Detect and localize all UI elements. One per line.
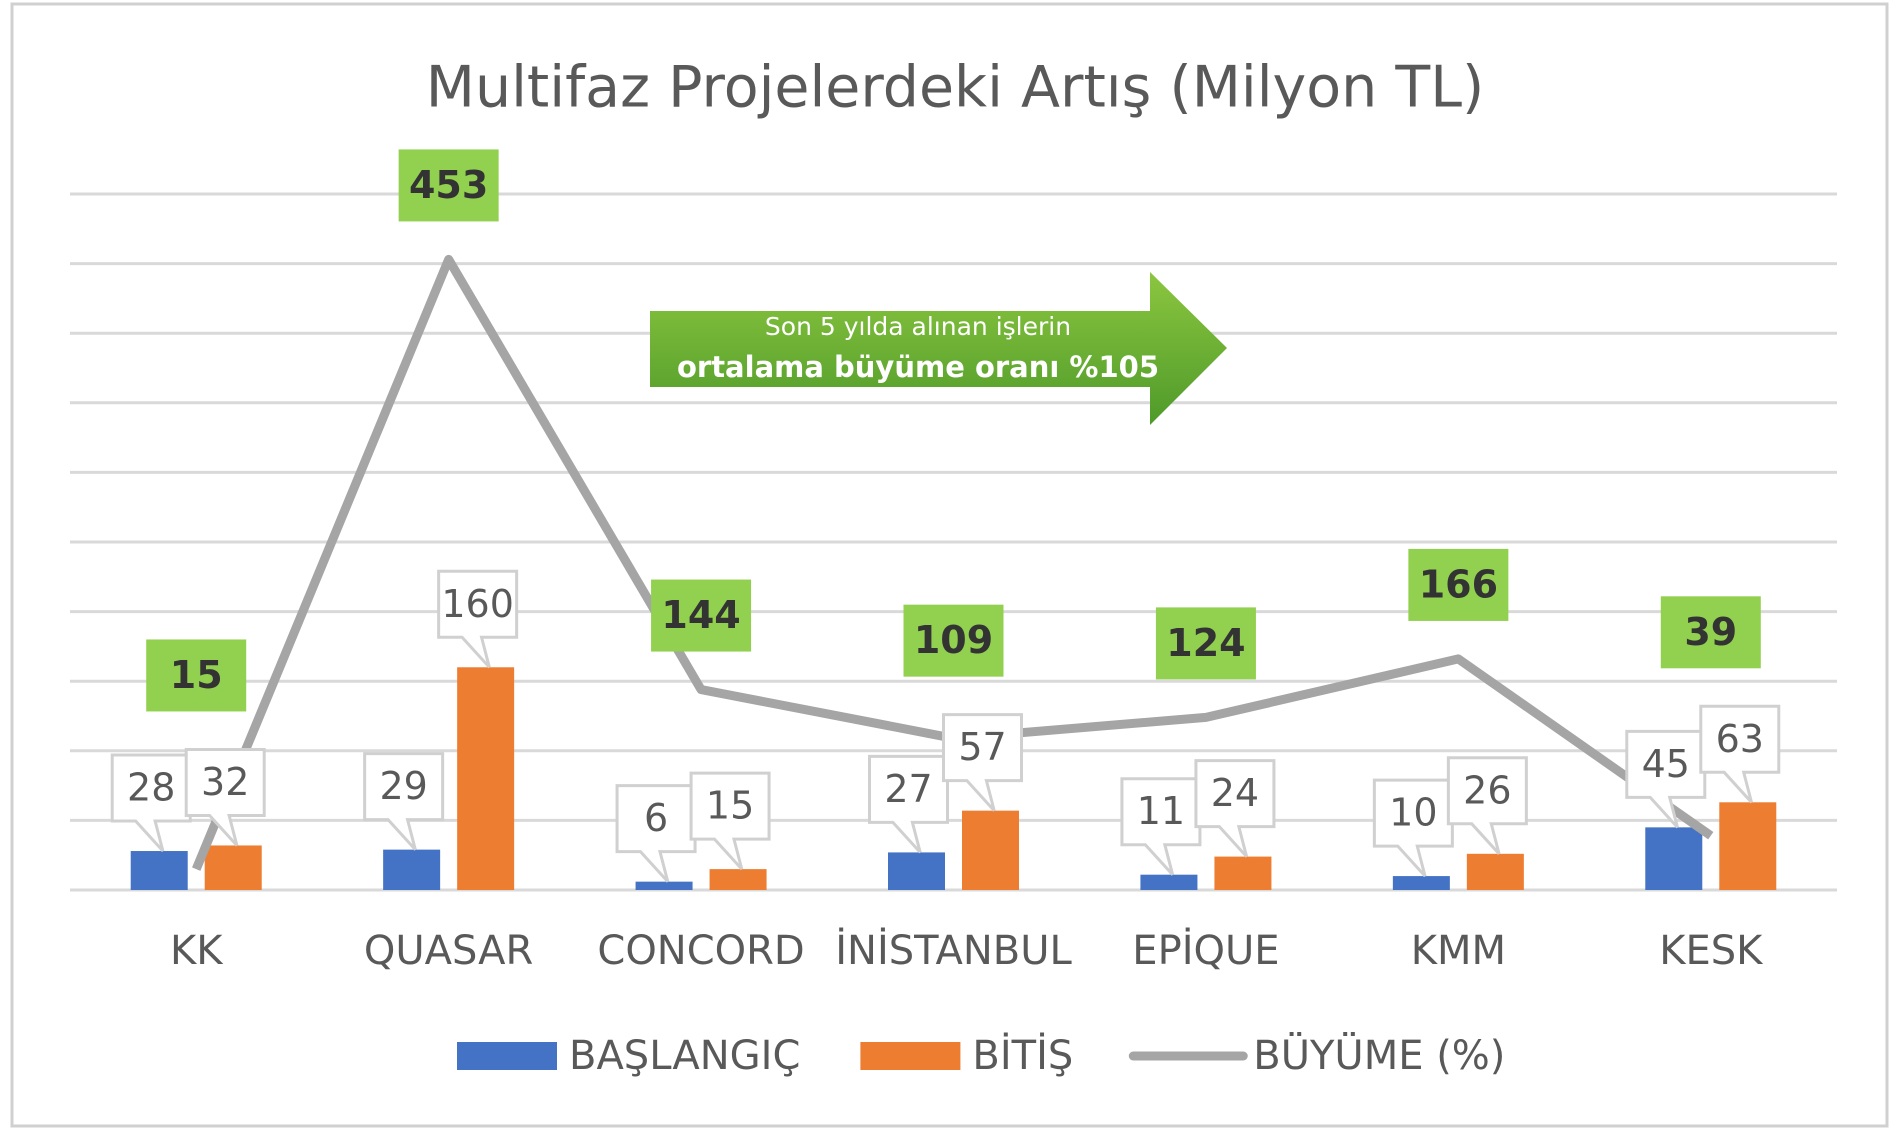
data-label: 109 <box>914 618 993 662</box>
annotation-arrow <box>650 272 1227 425</box>
data-label: 45 <box>1642 742 1690 786</box>
data-label-box <box>903 604 1004 677</box>
data-label: 57 <box>958 725 1006 769</box>
x-tick-label: EPİQUE <box>1132 926 1279 974</box>
data-label-box <box>1194 759 1276 858</box>
legend-label: BAŞLANGIÇ <box>569 1033 800 1079</box>
data-label-box <box>184 747 266 847</box>
x-tick-label: KESK <box>1659 928 1764 974</box>
bar <box>1392 876 1450 890</box>
data-label: 32 <box>201 760 249 804</box>
data-label-box <box>1660 596 1761 669</box>
chart-title: Multifaz Projelerdeki Artış (Milyon TL) <box>426 55 1484 121</box>
data-label-box <box>689 771 771 871</box>
data-label: 166 <box>1419 562 1498 606</box>
data-label-box <box>1446 756 1528 855</box>
bar <box>204 845 262 890</box>
data-label: 124 <box>1166 621 1245 665</box>
annotation: Son 5 yılda alınan işlerin <box>765 312 1071 341</box>
bar <box>130 851 188 890</box>
bar <box>1466 853 1524 890</box>
data-label-box <box>1699 704 1781 804</box>
bar <box>383 849 441 890</box>
legend-swatch <box>457 1042 557 1070</box>
data-label: 160 <box>441 582 514 626</box>
data-label-box <box>942 713 1023 812</box>
bar <box>1719 802 1777 890</box>
bar <box>888 852 945 890</box>
bar <box>635 881 693 890</box>
legend-swatch <box>860 1042 961 1070</box>
bar <box>962 810 1019 890</box>
data-label: 144 <box>661 593 740 637</box>
x-tick-label: QUASAR <box>364 928 533 974</box>
data-label: 26 <box>1463 768 1511 812</box>
legend-label: BİTİŞ <box>972 1031 1073 1079</box>
data-label: 24 <box>1211 771 1259 815</box>
data-label-box <box>1408 548 1509 621</box>
data-label: 39 <box>1684 610 1737 654</box>
data-label-box <box>437 569 519 669</box>
data-label: 11 <box>1137 789 1185 833</box>
data-label-box <box>146 639 247 712</box>
bar <box>1645 827 1703 890</box>
data-label-box <box>398 149 499 222</box>
data-label: 453 <box>409 163 488 207</box>
data-label: 10 <box>1389 791 1437 835</box>
data-label: 63 <box>1716 717 1764 761</box>
x-tick-label: İNİSTANBUL <box>835 926 1072 974</box>
x-tick-label: CONCORD <box>597 928 804 974</box>
data-label: 6 <box>644 796 668 840</box>
data-label: 29 <box>379 764 427 808</box>
data-label: 15 <box>170 653 223 697</box>
x-tick-label: KMM <box>1411 928 1506 974</box>
bar <box>457 667 515 890</box>
x-tick-label: KK <box>170 928 224 974</box>
data-label-box <box>651 579 752 652</box>
bar <box>1214 856 1272 890</box>
annotation: ortalama büyüme oranı %105 <box>677 350 1159 384</box>
data-label: 28 <box>127 766 175 810</box>
data-label-box <box>363 752 445 851</box>
legend-label: BÜYÜME (%) <box>1253 1031 1505 1079</box>
data-label: 27 <box>884 767 932 811</box>
bar <box>709 869 767 890</box>
data-label: 15 <box>706 784 754 828</box>
data-label-box <box>1155 607 1256 680</box>
bar <box>1140 874 1198 890</box>
